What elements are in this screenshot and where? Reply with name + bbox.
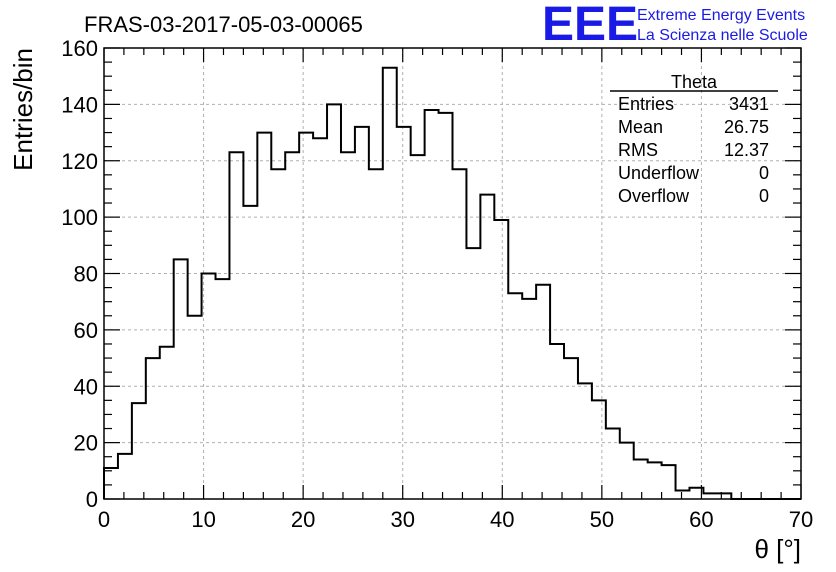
x-tick-label: 40 [490,507,514,532]
stats-label-underflow: Underflow [618,163,700,183]
histogram-bin [648,462,662,499]
histogram-bin [216,279,230,499]
logo-mark: EEE [542,0,638,51]
histogram-bin [118,454,132,499]
histogram-bin [271,169,285,499]
histogram-bin [606,429,620,499]
eee-logo: EEE Extreme Energy Events La Scienza nel… [542,0,808,51]
histogram-bin [522,299,536,499]
x-tick-label: 30 [390,507,414,532]
tick-labels: 0 10 20 30 40 50 60 70 0 20 40 60 80 100 120 140 160 [61,36,813,532]
histogram-bin [494,220,508,499]
logo-line-1: Extreme Energy Events [637,7,805,24]
stats-value-mean: 26.75 [724,117,769,137]
y-tick-label: 160 [61,36,98,61]
histogram-bin [383,68,397,499]
stats-label-overflow: Overflow [618,186,690,206]
histogram-bin [536,285,550,499]
stats-box: Theta Entries 3431 Mean 26.75 RMS 12.37 … [610,72,778,206]
histogram-bin [369,169,383,499]
x-tick-label: 20 [291,507,315,532]
y-tick-label: 140 [61,92,98,117]
histogram-bin [508,293,522,499]
histogram-bin [592,400,606,499]
y-tick-label: 60 [74,318,98,343]
stats-value-overflow: 0 [759,186,769,206]
histogram-bin [439,113,453,499]
histogram-bin [662,465,676,499]
histogram-outline [103,66,801,500]
histogram-bin [313,138,327,499]
histogram-bin [425,110,439,499]
chart-title: FRAS-03-2017-05-03-00065 [84,12,363,37]
histogram-bin [620,443,634,499]
histogram-bin [411,155,425,499]
x-tick-label: 70 [789,507,813,532]
x-tick-label: 0 [98,507,110,532]
histogram-bin [174,259,188,499]
histogram-bin [229,152,243,499]
histogram-bin [564,358,578,499]
histogram-bin [285,152,299,499]
stats-label-entries: Entries [618,94,674,114]
stats-label-rms: RMS [618,140,658,160]
histogram-bin [327,104,341,499]
y-tick-label: 80 [74,262,98,287]
histogram-bin [188,316,202,499]
histogram-bin [341,152,355,499]
histogram-bin [257,133,271,499]
histogram-bin [355,127,369,499]
histogram-bin [104,468,118,499]
histogram-bin [578,383,592,499]
y-tick-label: 0 [86,487,98,512]
y-tick-label: 20 [74,431,98,456]
histogram-bin [243,206,257,499]
x-axis-title: θ [°] [754,534,801,564]
x-tick-label: 50 [590,507,614,532]
stats-value-underflow: 0 [759,163,769,183]
stats-value-entries: 3431 [729,94,769,114]
histogram-bin [466,248,480,499]
histogram-bin [676,491,690,499]
histogram-bin [550,344,564,499]
histogram-bin [453,169,467,499]
histogram-bin [299,133,313,499]
stats-value-rms: 12.37 [724,140,769,160]
histogram-bin [634,460,648,499]
plot-frame [103,47,802,500]
y-tick-label: 120 [61,149,98,174]
histogram-bin [160,347,174,499]
x-tick-label: 60 [689,507,713,532]
y-tick-label: 100 [61,205,98,230]
stats-label-mean: Mean [618,117,663,137]
histogram-bin [132,403,146,499]
histogram-bin [146,358,160,499]
y-axis-title: Entries/bin [8,48,38,171]
histogram-bin [397,127,411,499]
histogram-bin [480,195,494,499]
y-tick-label: 40 [74,374,98,399]
logo-line-2: La Scienza nelle Scuole [637,27,808,44]
histogram-bars [103,66,801,500]
x-tick-label: 10 [191,507,215,532]
stats-title: Theta [671,72,718,92]
